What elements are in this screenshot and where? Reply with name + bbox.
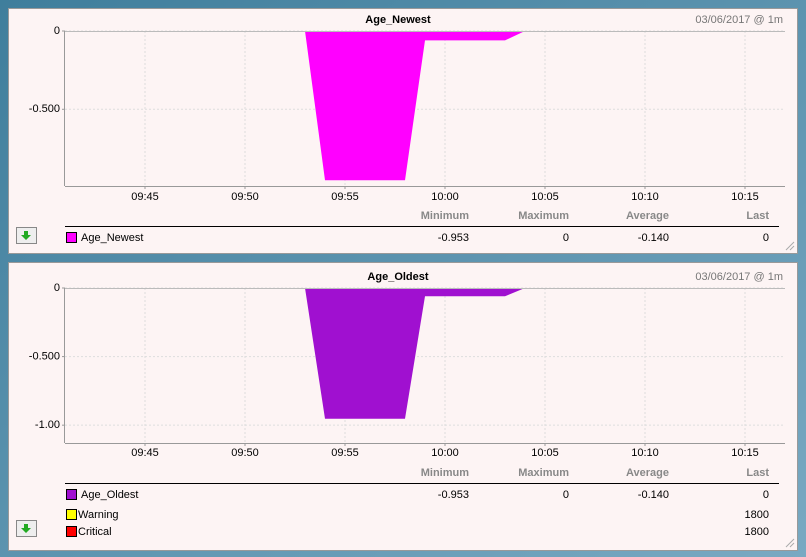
area bbox=[305, 31, 525, 181]
legend-swatch bbox=[66, 489, 77, 500]
export-button[interactable] bbox=[16, 227, 37, 244]
stats-header: Average bbox=[626, 467, 669, 479]
y-tick-label: -0.500 bbox=[29, 103, 60, 115]
stat-value: 0 bbox=[763, 232, 769, 244]
stat-value: -0.140 bbox=[638, 232, 669, 244]
x-tick-label: 09:55 bbox=[331, 191, 359, 203]
legend-swatch bbox=[66, 232, 77, 243]
stat-value: 0 bbox=[763, 489, 769, 501]
x-tick-label: 09:45 bbox=[131, 191, 159, 203]
x-tick-label: 10:05 bbox=[531, 191, 559, 203]
y-tick-label: 0 bbox=[54, 282, 60, 294]
legend-label: Age_Newest bbox=[81, 232, 143, 244]
timestamp: 03/06/2017 @ 1m bbox=[695, 14, 783, 26]
stat-value: 0 bbox=[563, 489, 569, 501]
stats-header: Minimum bbox=[421, 210, 469, 222]
resize-grip[interactable] bbox=[785, 538, 795, 548]
timestamp: 03/06/2017 @ 1m bbox=[695, 271, 783, 283]
x-tick-label: 10:00 bbox=[431, 191, 459, 203]
threshold-swatch bbox=[66, 526, 77, 537]
stats-header: Last bbox=[746, 467, 769, 479]
stats-header: Maximum bbox=[518, 210, 569, 222]
threshold-value: 1800 bbox=[745, 509, 769, 521]
resize-grip[interactable] bbox=[785, 241, 795, 251]
y-tick-label: -1.00 bbox=[35, 419, 60, 431]
stats-header: Last bbox=[746, 210, 769, 222]
chart-title: Age_Newest bbox=[365, 14, 431, 26]
x-tick-label: 10:15 bbox=[731, 191, 759, 203]
threshold-swatch bbox=[66, 509, 77, 520]
threshold-label: Critical bbox=[78, 526, 112, 538]
stats-header: Minimum bbox=[421, 467, 469, 479]
stat-value: -0.953 bbox=[438, 489, 469, 501]
x-tick-label: 09:45 bbox=[131, 447, 159, 459]
y-tick-label: -0.500 bbox=[29, 350, 60, 362]
x-tick-label: 09:50 bbox=[231, 191, 259, 203]
area bbox=[305, 288, 525, 419]
stat-value: 0 bbox=[563, 232, 569, 244]
chart-title: Age_Oldest bbox=[367, 271, 428, 283]
x-tick-label: 09:50 bbox=[231, 447, 259, 459]
export-button[interactable] bbox=[16, 520, 37, 537]
x-tick-label: 10:00 bbox=[431, 447, 459, 459]
x-tick-label: 09:55 bbox=[331, 447, 359, 459]
stat-value: -0.953 bbox=[438, 232, 469, 244]
legend-label: Age_Oldest bbox=[81, 489, 138, 501]
x-tick-label: 10:15 bbox=[731, 447, 759, 459]
threshold-value: 1800 bbox=[745, 526, 769, 538]
stats-header: Average bbox=[626, 210, 669, 222]
stats-header: Maximum bbox=[518, 467, 569, 479]
x-tick-label: 10:10 bbox=[631, 447, 659, 459]
x-tick-label: 10:05 bbox=[531, 447, 559, 459]
x-tick-label: 10:10 bbox=[631, 191, 659, 203]
threshold-label: Warning bbox=[78, 509, 119, 521]
stat-value: -0.140 bbox=[638, 489, 669, 501]
y-tick-label: 0 bbox=[54, 25, 60, 37]
